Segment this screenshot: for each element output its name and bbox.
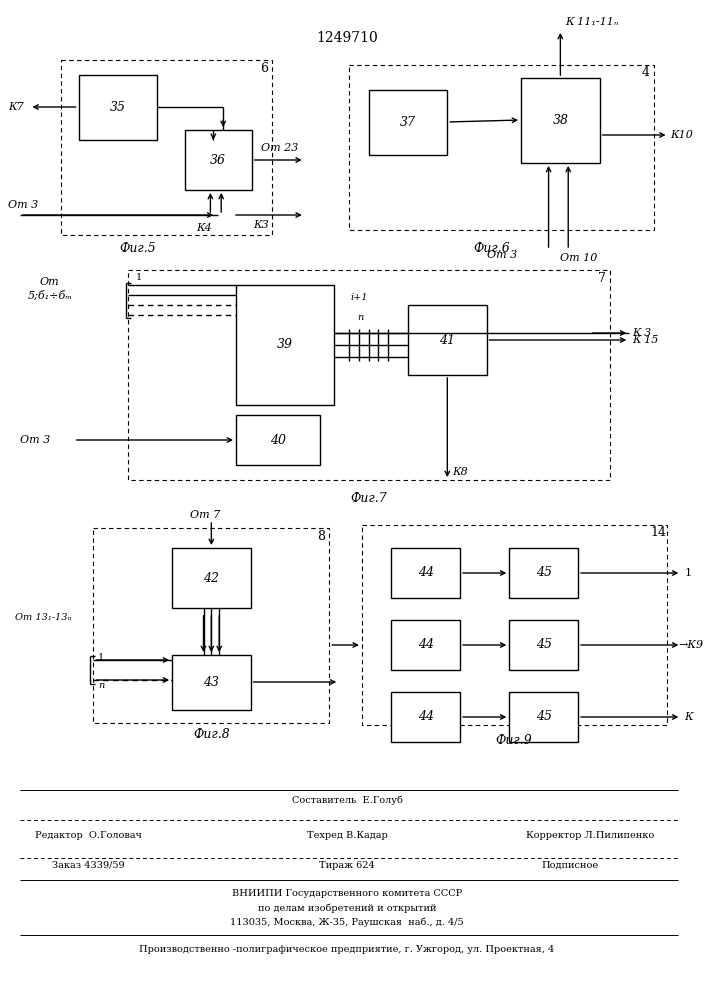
Text: К4: К4 — [197, 223, 212, 233]
Text: 44: 44 — [418, 639, 433, 652]
Text: 4: 4 — [642, 66, 650, 80]
Bar — [368, 90, 448, 155]
Text: 1: 1 — [98, 654, 105, 662]
Bar — [521, 78, 600, 163]
Bar — [362, 525, 667, 725]
Text: 1249710: 1249710 — [316, 31, 378, 45]
Bar — [408, 305, 486, 375]
Text: ВНИИПИ Государственного комитета СССР: ВНИИПИ Государственного комитета СССР — [232, 888, 462, 898]
Text: 39: 39 — [277, 338, 293, 352]
Text: 41: 41 — [439, 334, 455, 347]
Text: К 11₁-11ₙ: К 11₁-11ₙ — [566, 17, 619, 27]
Text: 6: 6 — [260, 62, 269, 75]
Text: К3: К3 — [254, 220, 269, 230]
Text: Фиг.5: Фиг.5 — [119, 241, 156, 254]
Text: 42: 42 — [204, 572, 219, 584]
Bar — [509, 620, 578, 670]
Bar — [236, 285, 334, 405]
Text: Фиг.7: Фиг.7 — [350, 491, 387, 504]
Bar — [172, 548, 251, 608]
Text: Тираж 624: Тираж 624 — [319, 860, 375, 869]
Text: К10: К10 — [670, 130, 694, 140]
Text: n: n — [98, 680, 105, 690]
Text: Фиг.8: Фиг.8 — [193, 728, 230, 742]
Text: Техред В.Кадар: Техред В.Кадар — [307, 830, 387, 840]
Text: n: n — [357, 314, 363, 322]
Text: 38: 38 — [552, 114, 568, 127]
Bar — [172, 655, 251, 710]
Text: 14: 14 — [650, 526, 667, 540]
Text: 45: 45 — [536, 639, 551, 652]
Text: 40: 40 — [270, 434, 286, 446]
Text: 36: 36 — [210, 153, 226, 166]
Text: К: К — [684, 712, 693, 722]
Bar — [509, 548, 578, 598]
Text: 5;б₁÷бₘ: 5;б₁÷бₘ — [28, 291, 73, 301]
Text: Фиг.6: Фиг.6 — [473, 241, 510, 254]
Text: Подписное: Подписное — [542, 860, 599, 869]
Text: Производственно -полиграфическое предприятие, г. Ужгород, ул. Проектная, 4: Производственно -полиграфическое предпри… — [139, 946, 555, 954]
Bar — [128, 270, 609, 480]
Text: 45: 45 — [536, 566, 551, 580]
Text: 35: 35 — [110, 101, 126, 114]
Text: Корректор Л.Пилипенко: Корректор Л.Пилипенко — [526, 830, 654, 840]
Text: От 3: От 3 — [20, 435, 50, 445]
Text: 7: 7 — [597, 271, 606, 284]
Bar — [236, 415, 320, 465]
Text: 37: 37 — [400, 116, 416, 129]
Text: →К9: →К9 — [678, 640, 703, 650]
Text: От 10: От 10 — [561, 253, 597, 263]
Text: От 3: От 3 — [8, 200, 38, 210]
Bar — [509, 692, 578, 742]
Bar — [391, 620, 460, 670]
Text: 8: 8 — [317, 530, 325, 542]
Text: К 15: К 15 — [632, 335, 658, 345]
Bar — [349, 65, 654, 230]
Text: Редактор  О.Головач: Редактор О.Головач — [35, 830, 142, 840]
Bar — [93, 528, 329, 723]
Text: Заказ 4339/59: Заказ 4339/59 — [52, 860, 125, 869]
Text: К 3: К 3 — [632, 328, 651, 338]
Text: От 7: От 7 — [189, 510, 220, 520]
Text: i+1: i+1 — [351, 294, 368, 302]
Text: по делам изобретений и открытий: по делам изобретений и открытий — [258, 903, 436, 913]
Text: К8: К8 — [452, 467, 468, 477]
Bar — [185, 130, 252, 190]
Bar — [391, 692, 460, 742]
Text: 44: 44 — [418, 566, 433, 580]
Text: 1: 1 — [684, 568, 691, 578]
Text: От: От — [40, 277, 59, 287]
Bar — [391, 548, 460, 598]
Bar — [61, 60, 272, 235]
Bar — [78, 75, 157, 140]
Text: К7: К7 — [8, 102, 23, 112]
Text: 43: 43 — [204, 676, 219, 689]
Text: 1: 1 — [136, 273, 142, 282]
Text: 45: 45 — [536, 710, 551, 724]
Text: 113035, Москва, Ж-35, Раушская  наб., д. 4/5: 113035, Москва, Ж-35, Раушская наб., д. … — [230, 917, 464, 927]
Text: Фиг.9: Фиг.9 — [496, 734, 532, 746]
Text: 44: 44 — [418, 710, 433, 724]
Text: Составитель  Е.Голуб: Составитель Е.Голуб — [291, 795, 402, 805]
Text: От 3: От 3 — [486, 250, 517, 260]
Text: От 23: От 23 — [260, 143, 298, 153]
Text: От 13₁-13ₙ: От 13₁-13ₙ — [15, 613, 71, 622]
